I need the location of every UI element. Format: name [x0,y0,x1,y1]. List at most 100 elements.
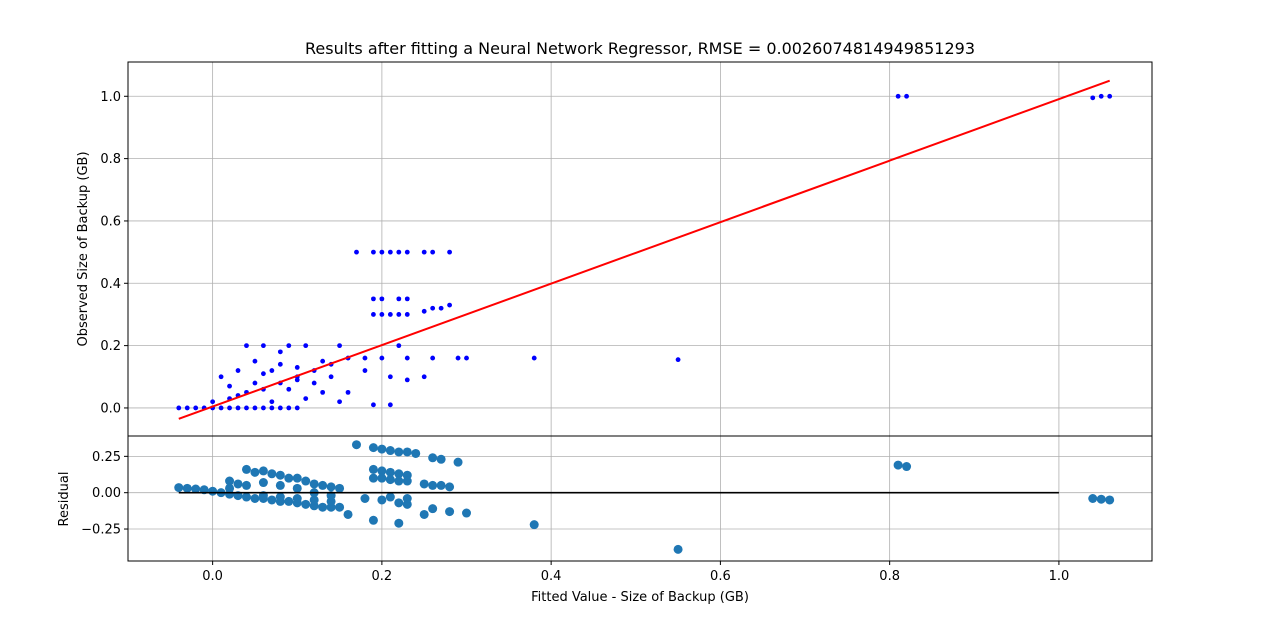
top-data-point [464,355,469,361]
bottom-data-point [309,479,319,489]
top-data-point [261,371,266,377]
bottom-data-point [182,483,192,493]
top-data-point [286,405,292,411]
bottom-data-point [318,502,328,512]
top-data-point [294,365,300,370]
bottom-data-point [385,446,395,456]
top-data-point [244,405,249,411]
bottom-data-point [301,476,311,486]
top-data-point [447,249,452,255]
bottom-data-point [902,462,912,472]
top-y-tick-label: 0.6 [100,214,121,229]
top-data-point [193,405,199,411]
top-data-point [396,249,402,255]
top-data-point [261,343,266,349]
top-data-point [303,343,309,349]
top-data-point [531,355,537,361]
bottom-data-point [377,495,387,505]
bottom-data-point [394,469,404,479]
bottom-data-point [284,496,294,506]
top-data-point [337,399,342,405]
bottom-data-point [335,483,345,493]
top-data-point [430,305,436,311]
top-data-point [269,368,275,373]
top-data-point [294,405,300,411]
top-y-tick-label: 0.4 [100,277,121,292]
top-marks [176,79,1113,420]
bottom-data-point [174,483,184,493]
bottom-data-point [267,495,277,505]
bottom-data-point [368,515,378,525]
top-data-point [387,374,393,380]
bottom-data-point [402,494,412,503]
bottom-data-point [241,464,251,474]
bottom-data-point [419,479,429,489]
bottom-data-point [241,492,251,502]
bottom-data-point [436,480,446,490]
bottom-data-point [453,457,463,467]
top-data-point [455,355,461,361]
bottom-data-point [208,486,218,496]
bottom-data-point [394,447,404,457]
top-y-tick-label: 0.0 [100,401,121,416]
top-data-point [404,312,410,317]
top-data-point [218,405,224,411]
bottom-data-point [1096,494,1106,504]
bottom-data-point [377,444,387,454]
bottom-data-point [258,466,268,476]
bottom-data-point [241,480,251,490]
top-data-point [227,383,232,389]
bottom-data-point [394,476,404,486]
bottom-data-point [233,479,243,489]
bottom-data-point [893,460,903,470]
top-data-point [396,312,402,317]
bottom-data-point [326,496,336,506]
top-data-point [252,358,258,364]
bottom-data-point [318,480,328,490]
top-y-ticks: 0.0 0.2 0.4 0.6 0.8 1.0 [100,90,128,416]
bottom-data-point [368,473,378,483]
top-data-point [328,374,334,380]
top-data-point [176,405,182,411]
bottom-data-point [335,502,345,512]
bottom-axes-frame [127,435,1153,562]
top-data-point [396,343,402,349]
bottom-data-point [292,483,302,493]
top-data-point [269,405,275,411]
fit-line [178,79,1111,420]
bottom-data-point [428,480,438,490]
top-data-point [235,405,241,411]
bottom-data-point [385,475,395,485]
bottom-y-axis-label: Residual [57,472,72,527]
bottom-data-point [673,544,683,554]
top-y-tick-label: 1.0 [100,90,121,105]
top-data-point [294,377,300,383]
bottom-data-point [402,476,412,486]
bottom-data-point [275,480,285,490]
top-data-point [1098,93,1104,99]
bottom-data-point [275,492,285,502]
top-data-point [421,308,427,314]
top-data-point [277,349,283,355]
top-data-point [252,380,258,386]
bottom-data-point [462,508,472,518]
top-data-point [320,389,326,395]
top-data-point [421,374,427,380]
top-data-point [362,368,368,373]
bottom-y-ticks: 0.25 0.00 −0.25 [81,450,128,538]
bottom-data-point [428,453,438,463]
x-axis-label: Fitted Value - Size of Backup (GB) [531,590,749,605]
bottom-data-point [326,482,336,492]
top-data-point [320,358,326,364]
bottom-data-point [394,518,404,528]
bottom-data-point [275,470,285,480]
bottom-data-point [529,520,539,530]
bottom-data-point [368,464,378,474]
top-data-point [345,389,351,395]
top-data-point [430,249,436,255]
top-data-point [430,355,436,361]
top-data-point [438,305,444,311]
bottom-data-point [309,495,319,505]
top-data-point [354,249,359,255]
